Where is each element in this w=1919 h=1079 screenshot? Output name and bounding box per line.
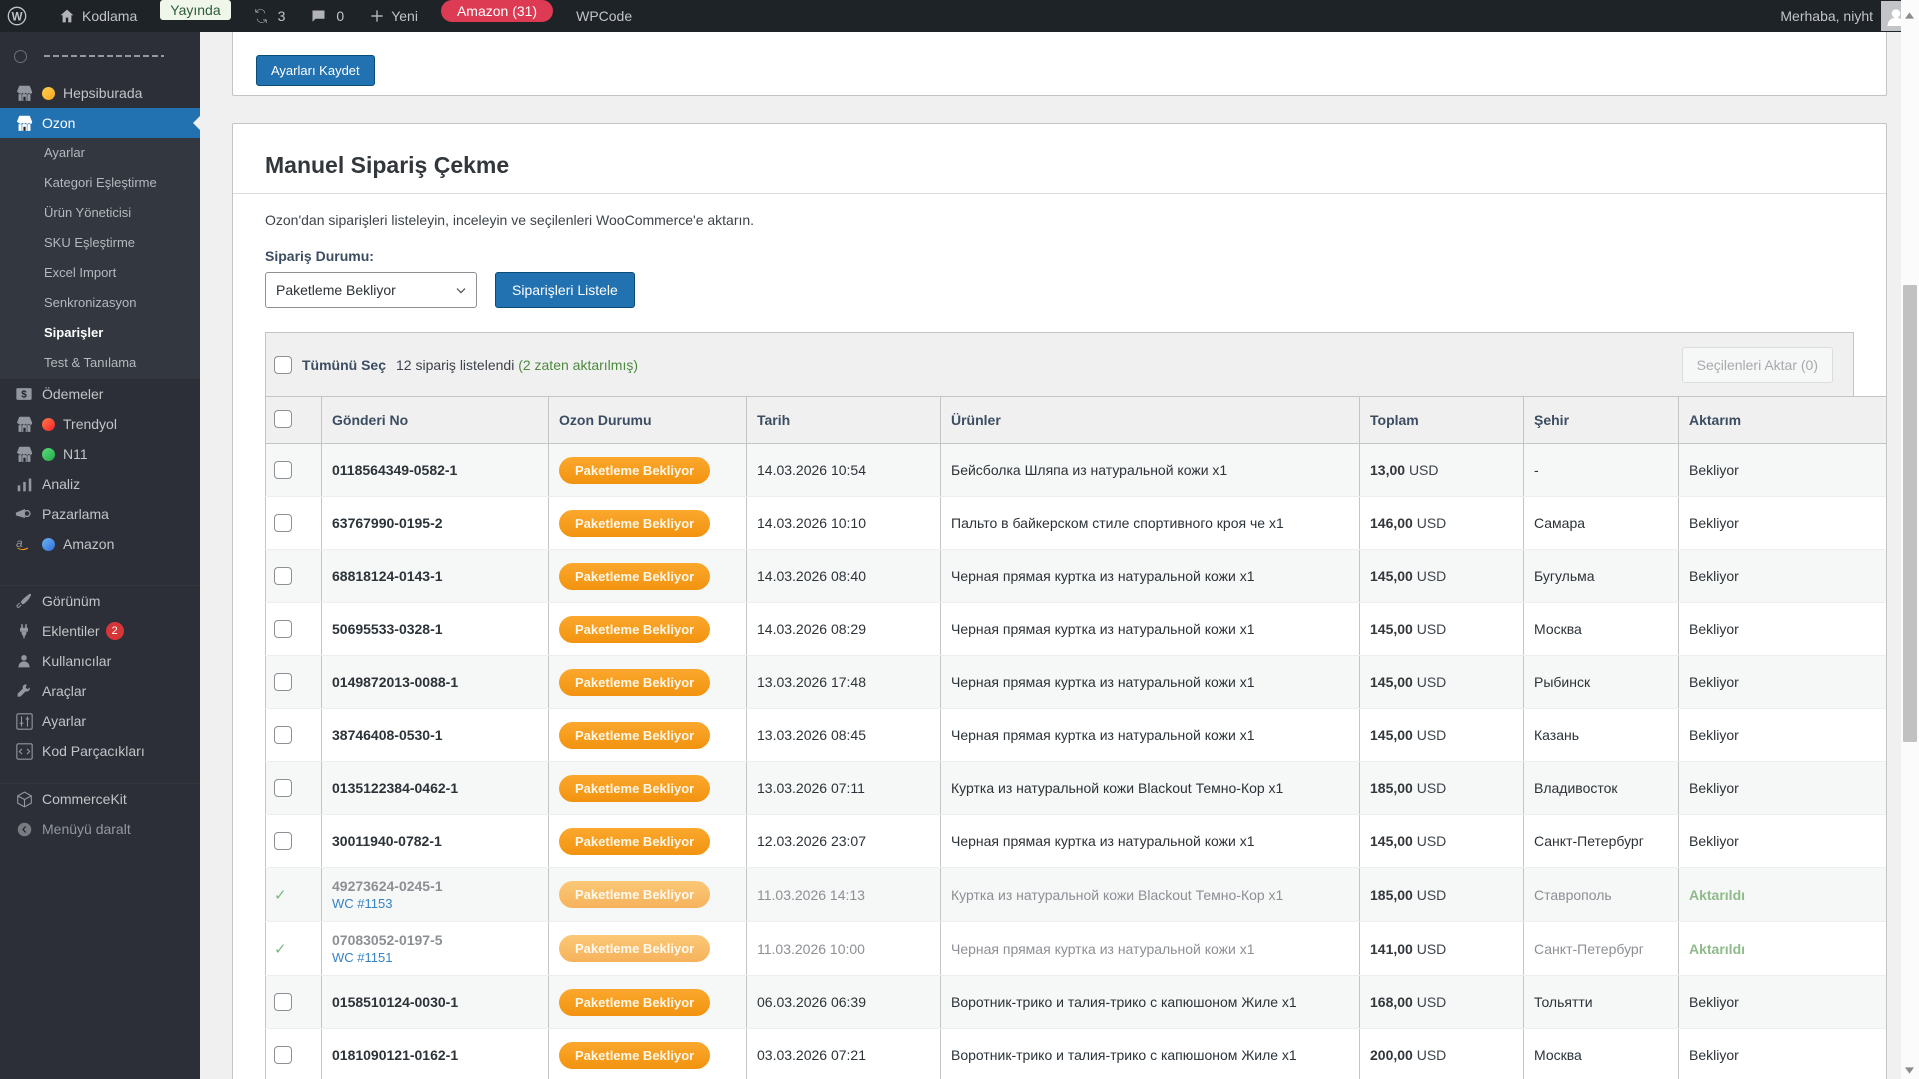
svg-text:a: a — [16, 536, 23, 550]
svg-text:$: $ — [21, 390, 27, 401]
svg-text:W: W — [11, 11, 22, 23]
